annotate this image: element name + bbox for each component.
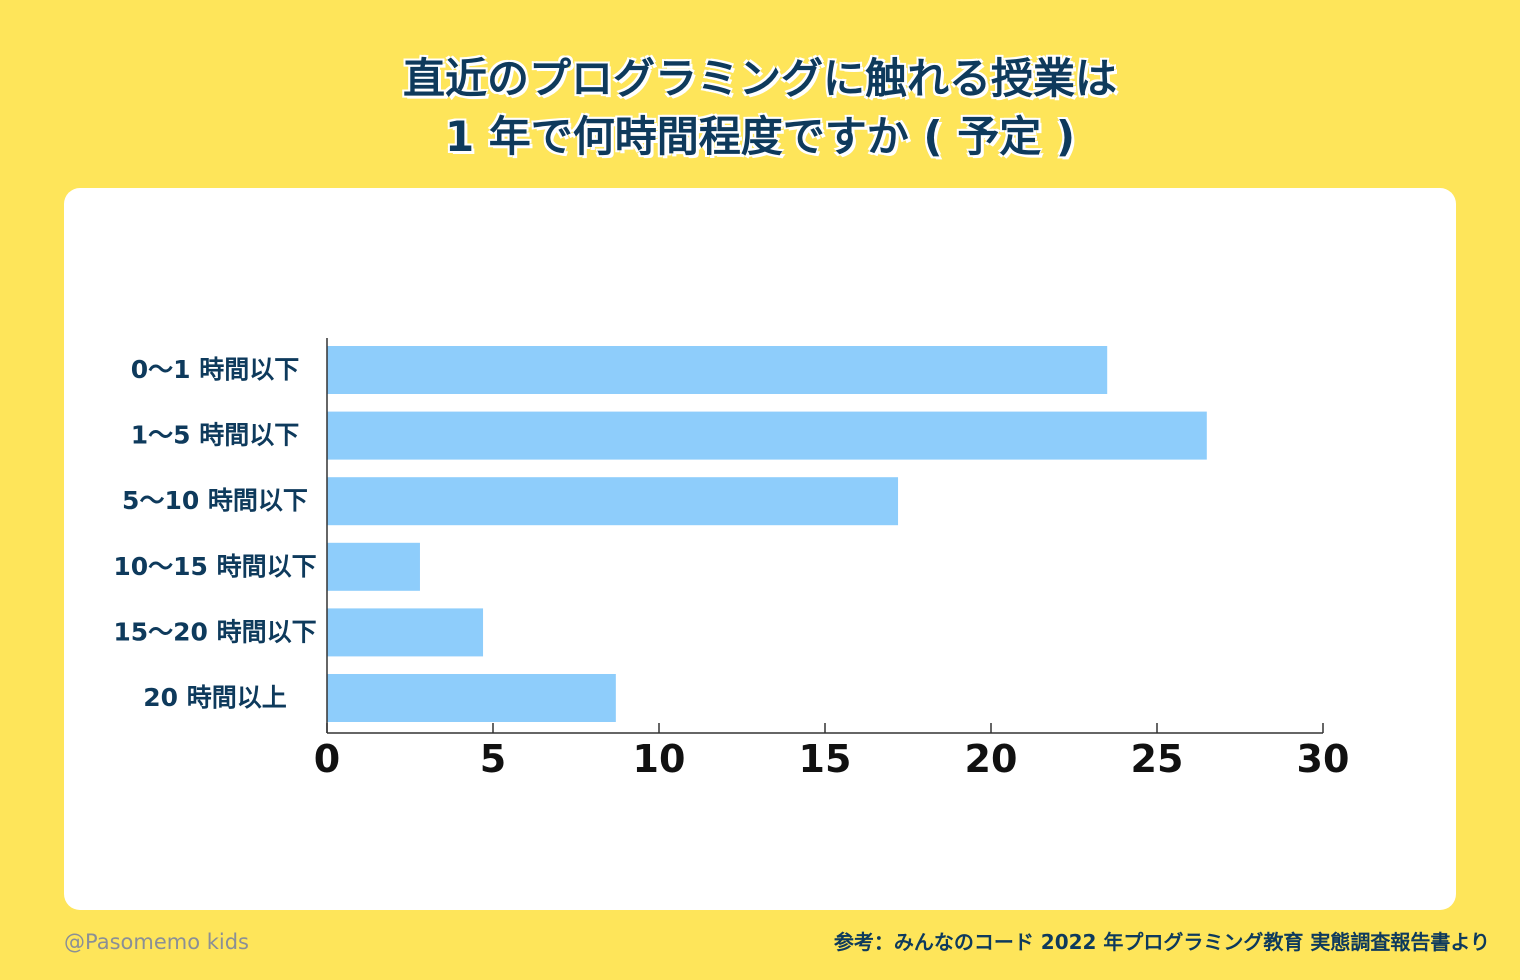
watermark: @Pasomemo kids <box>64 930 250 954</box>
chart-title: 直近のプログラミングに触れる授業は 1 年で何時間程度ですか ( 予定 ) <box>0 50 1520 166</box>
category-label-5: 20 時間以上 <box>143 683 287 712</box>
category-label-0: 0〜1 時間以下 <box>131 355 300 384</box>
bar-2 <box>327 477 899 526</box>
chart-card <box>64 188 1456 910</box>
x-tick-label-3: 15 <box>799 737 852 781</box>
source-note: 参考：みんなのコード 2022 年プログラミング教育 実態調査報告書より <box>833 930 1490 954</box>
category-label-2: 5〜10 時間以下 <box>122 486 308 515</box>
x-tick-label-4: 20 <box>965 737 1018 781</box>
bar-0 <box>327 346 1108 394</box>
category-label-1: 1〜5 時間以下 <box>131 421 300 450</box>
bar-5 <box>327 674 616 722</box>
x-tick-label-5: 25 <box>1131 737 1184 781</box>
x-tick-label-6: 30 <box>1297 737 1350 781</box>
x-tick-label-0: 0 <box>314 737 340 781</box>
bar-1 <box>327 411 1207 460</box>
category-label-3: 10〜15 時間以下 <box>113 552 316 581</box>
x-tick-label-1: 5 <box>480 737 506 781</box>
title-line-1: 直近のプログラミングに触れる授業は <box>402 54 1117 103</box>
title-line-2: 1 年で何時間程度ですか ( 予定 ) <box>444 112 1076 161</box>
bar-3 <box>327 542 420 591</box>
category-label-4: 15〜20 時間以下 <box>113 617 316 646</box>
x-tick-label-2: 10 <box>633 737 686 781</box>
bar-4 <box>327 608 484 657</box>
